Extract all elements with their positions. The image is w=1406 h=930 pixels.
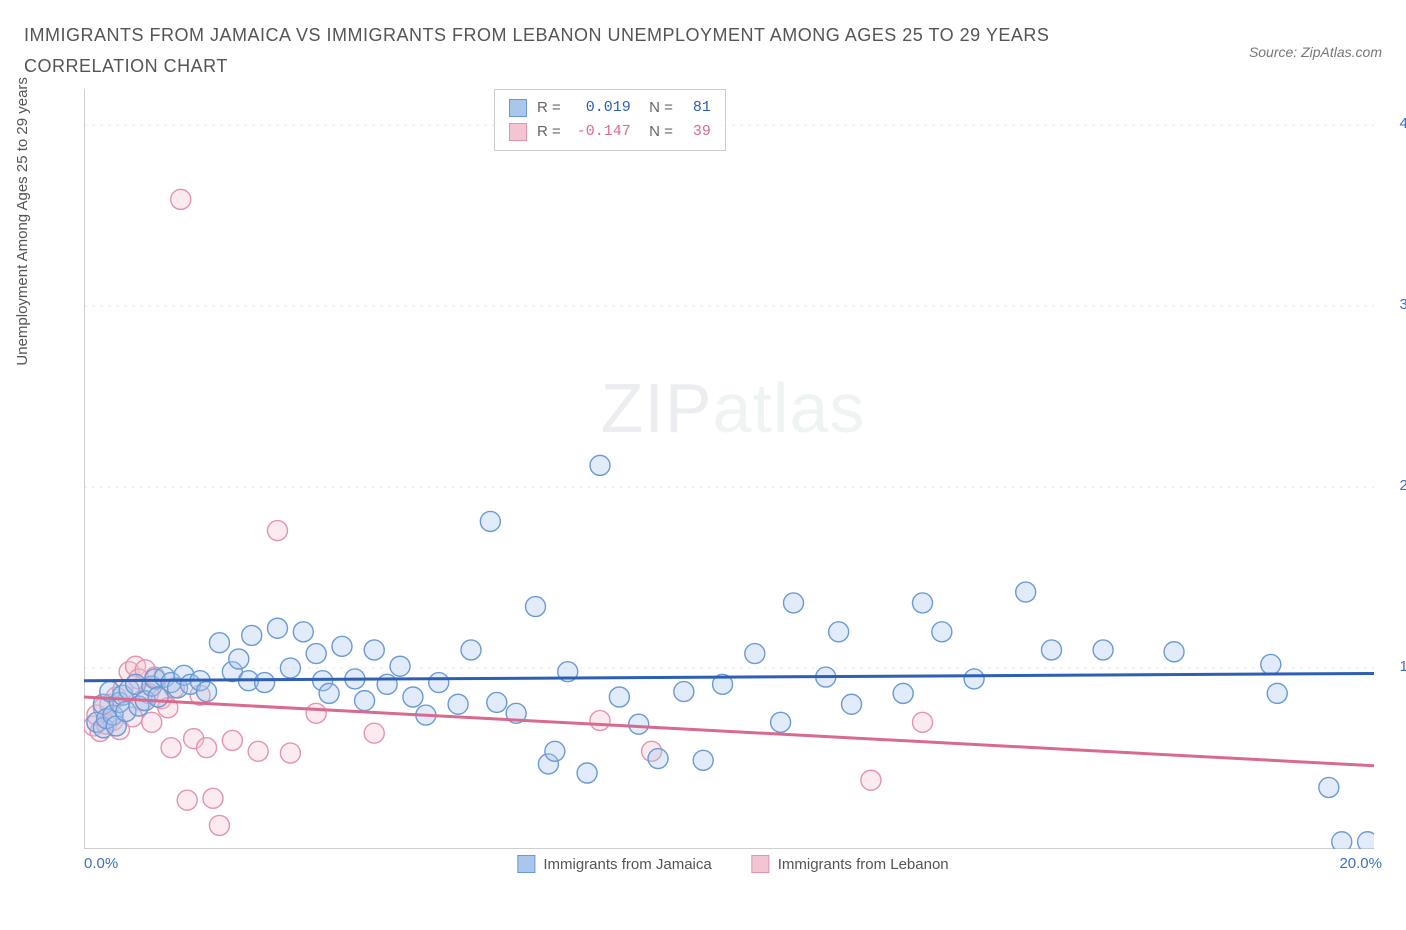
legend-label: Immigrants from Lebanon	[778, 856, 949, 873]
stat-r-value: 0.019	[571, 96, 631, 120]
series-legend: Immigrants from Jamaica Immigrants from …	[517, 855, 948, 873]
x-tick-min: 0.0%	[84, 855, 118, 872]
stat-n-label: N =	[641, 96, 673, 120]
stat-row-jamaica: R = 0.019 N = 81	[509, 96, 711, 120]
scatter-plot	[84, 89, 1374, 849]
stat-n-label: N =	[641, 120, 673, 144]
source-citation: Source: ZipAtlas.com	[1249, 20, 1382, 60]
x-axis-ticks: 0.0% Immigrants from Jamaica Immigrants …	[84, 855, 1382, 872]
chart-title: IMMIGRANTS FROM JAMAICA VS IMMIGRANTS FR…	[24, 20, 1144, 81]
y-tick-label: 40.0%	[1387, 115, 1406, 132]
y-tick-label: 10.0%	[1387, 658, 1406, 675]
stat-r-value: -0.147	[571, 120, 631, 144]
stat-n-value: 39	[683, 120, 711, 144]
swatch-jamaica	[509, 99, 527, 117]
legend-swatch-jamaica	[517, 855, 535, 873]
chart-container: Unemployment Among Ages 25 to 29 years Z…	[24, 89, 1382, 872]
x-tick-max: 20.0%	[1339, 855, 1382, 872]
legend-label: Immigrants from Jamaica	[543, 856, 711, 873]
statistics-legend-box: R = 0.019 N = 81 R = -0.147 N = 39	[494, 89, 726, 151]
y-tick-label: 30.0%	[1387, 296, 1406, 313]
stat-n-value: 81	[683, 96, 711, 120]
legend-swatch-lebanon	[752, 855, 770, 873]
y-axis-label: Unemployment Among Ages 25 to 29 years	[14, 77, 31, 366]
stat-r-label: R =	[537, 120, 561, 144]
swatch-lebanon	[509, 123, 527, 141]
legend-item-jamaica: Immigrants from Jamaica	[517, 855, 711, 873]
stat-r-label: R =	[537, 96, 561, 120]
y-tick-label: 20.0%	[1387, 477, 1406, 494]
legend-item-lebanon: Immigrants from Lebanon	[752, 855, 949, 873]
stat-row-lebanon: R = -0.147 N = 39	[509, 120, 711, 144]
